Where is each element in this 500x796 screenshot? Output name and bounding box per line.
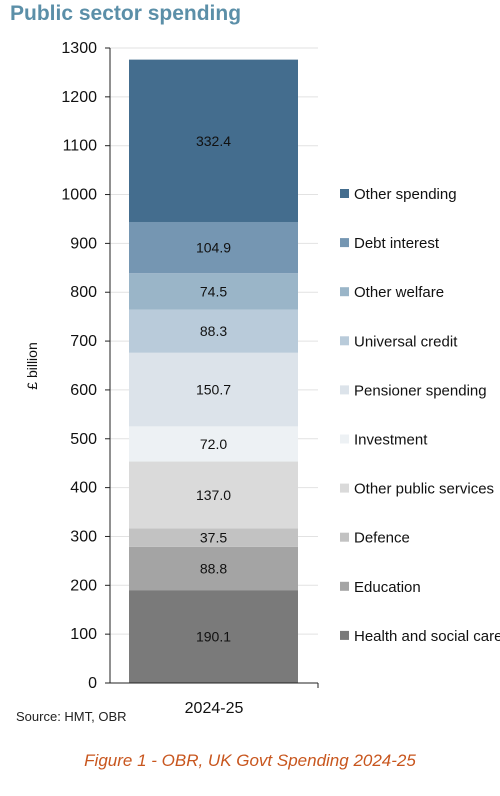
legend-swatch: [340, 630, 349, 640]
bar-segment: [129, 426, 298, 462]
bar-segment: [129, 352, 298, 427]
bar-segment: [129, 590, 298, 683]
y-tick-label: 100: [70, 626, 97, 643]
legend-label: Other welfare: [354, 284, 444, 301]
bar-segment: [129, 309, 298, 353]
axes: [105, 47, 319, 688]
y-tick-labels: 0 100 200 300 400 500 600 700 800 900 1000 1100 1200…: [61, 40, 97, 692]
data-label: 74.5: [200, 283, 227, 299]
legend-label: Investment: [354, 432, 428, 449]
legend-swatch: [340, 336, 349, 346]
y-tick-label: 1200: [61, 89, 97, 106]
data-label: 88.3: [200, 323, 227, 339]
y-tick-label: 0: [88, 675, 97, 692]
bar-segment: [129, 59, 298, 222]
bar-segment: [129, 546, 298, 591]
chart-title: Public sector spending: [10, 2, 242, 25]
bar-segment: [129, 221, 298, 274]
data-label: 332.4: [196, 133, 231, 149]
bar-segments: [129, 59, 298, 683]
legend-swatch: [340, 581, 349, 591]
legend-label: Education: [354, 579, 421, 596]
figure-caption: Figure 1 - OBR, UK Govt Spending 2024-25: [84, 751, 416, 770]
legend-swatch: [340, 532, 349, 542]
data-label: 150.7: [196, 382, 231, 398]
y-tick-label: 700: [70, 333, 97, 350]
bar-segment: [129, 273, 298, 310]
y-tick-label: 1100: [63, 138, 98, 155]
legend-label: Health and social care: [354, 628, 500, 645]
legend-label: Universal credit: [354, 333, 458, 350]
data-label: 88.8: [200, 560, 227, 576]
data-label: 137.0: [196, 487, 231, 503]
legend: Other spending Debt interest Other welfare…: [340, 186, 500, 645]
data-label: 104.9: [196, 240, 231, 256]
legend-label: Other spending: [354, 186, 457, 203]
legend-swatch: [340, 287, 349, 297]
bar-segment: [129, 528, 298, 547]
y-tick-label: 800: [70, 284, 97, 301]
y-tick-label: 200: [70, 577, 97, 594]
legend-swatch: [340, 238, 349, 248]
y-tick-label: 300: [70, 528, 97, 545]
y-tick-label: 1000: [61, 187, 97, 204]
legend-swatch: [340, 434, 349, 444]
y-axis-label: £ billion: [24, 342, 40, 389]
legend-label: Pensioner spending: [354, 382, 487, 399]
bar-segment: [129, 461, 298, 529]
y-tick-label: 600: [70, 382, 97, 399]
source-note: Source: HMT, OBR: [16, 709, 127, 724]
legend-swatch: [340, 483, 349, 493]
legend-label: Debt interest: [354, 235, 440, 252]
segment-labels: 190.1 88.8 37.5 137.0 72.0 150.7 88.3 74.5 104.9…: [196, 133, 231, 645]
data-label: 37.5: [200, 530, 227, 546]
data-label: 72.0: [200, 436, 227, 452]
legend-swatch: [340, 189, 349, 198]
data-label: 190.1: [196, 629, 231, 645]
y-tick-label: 900: [70, 235, 97, 252]
x-category-label: 2024-25: [185, 700, 244, 717]
legend-label: Defence: [354, 530, 410, 547]
legend-swatch: [340, 385, 349, 395]
legend-label: Other public services: [354, 481, 494, 498]
y-tick-label: 500: [70, 431, 97, 448]
y-tick-label: 400: [70, 480, 97, 497]
y-tick-label: 1300: [61, 40, 97, 57]
